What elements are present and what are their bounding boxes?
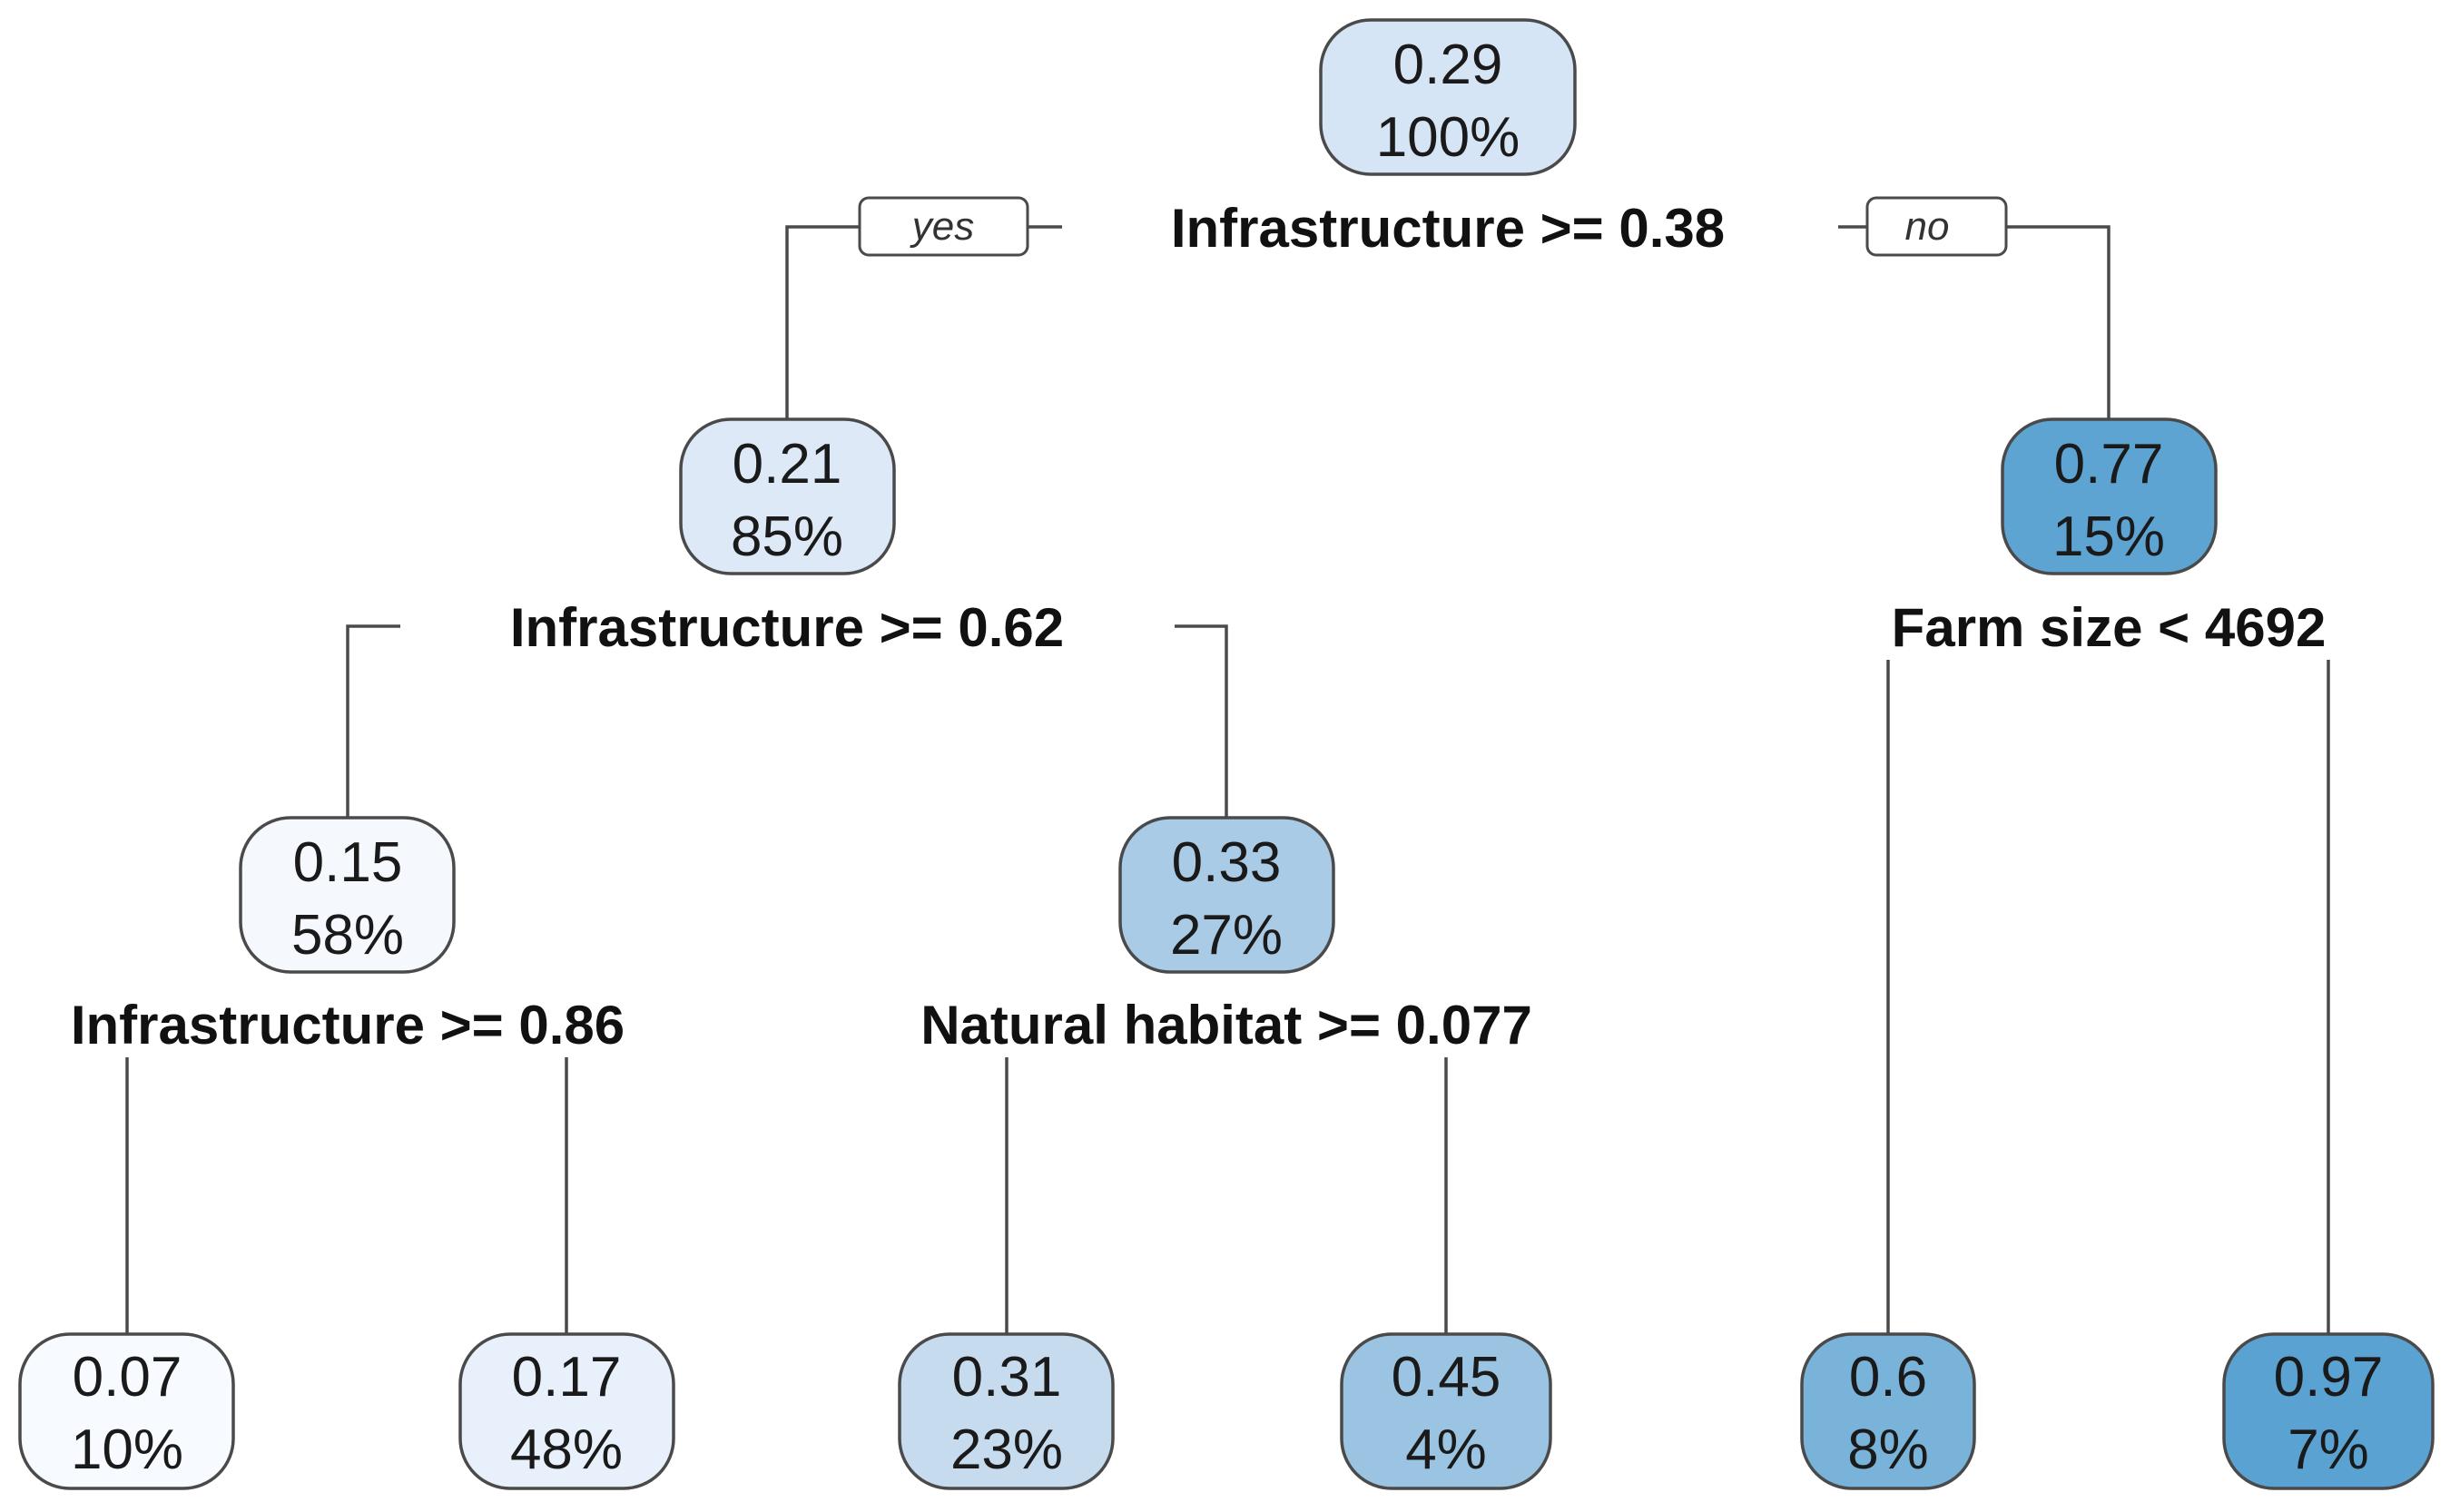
- tree-leaf-5: 0.6 8%: [1800, 1332, 1976, 1490]
- node-percent: 100%: [1376, 106, 1520, 169]
- leaf-percent: 7%: [2288, 1419, 2369, 1481]
- edge-left-leftleft: [346, 624, 400, 818]
- tree-leaf-4: 0.45 4%: [1340, 1332, 1552, 1490]
- leaf-box-2: [458, 1332, 675, 1490]
- node-box-left-right: [1118, 816, 1335, 974]
- tree-leaf-6: 0.97 7%: [2222, 1332, 2435, 1490]
- node-box-root: [1319, 18, 1577, 176]
- split-label-root: Infrastructure >= 0.38: [1171, 198, 1725, 259]
- leaf-box-4: [1340, 1332, 1552, 1490]
- leaf-percent: 10%: [71, 1419, 183, 1481]
- split-label-left: Infrastructure >= 0.62: [510, 597, 1064, 658]
- node-value: 0.15: [293, 831, 403, 894]
- node-box-left-left: [239, 816, 456, 974]
- tree-edges: [125, 225, 2330, 1334]
- leaf-percent: 8%: [1847, 1419, 1929, 1481]
- node-value: 0.29: [1393, 34, 1503, 96]
- leaf-value: 0.07: [73, 1346, 182, 1409]
- split-label-right: Farm size < 4692: [1892, 597, 2327, 658]
- node-percent: 15%: [2052, 506, 2165, 568]
- leaf-box-6: [2222, 1332, 2435, 1490]
- node-value: 0.77: [2054, 433, 2164, 496]
- leaf-value: 0.31: [952, 1346, 1062, 1409]
- edge-left-leftright: [1175, 624, 1228, 818]
- no-label: no: [1905, 204, 1950, 249]
- node-value: 0.33: [1172, 831, 1282, 894]
- tree-leaf-2: 0.17 48%: [458, 1332, 675, 1490]
- leaf-box-1: [18, 1332, 235, 1490]
- leaf-box-3: [898, 1332, 1115, 1490]
- split-label-left-right: Natural habitat >= 0.077: [920, 995, 1532, 1055]
- tree-node-left-left: 0.15 58%: [239, 816, 456, 974]
- leaf-value: 0.17: [512, 1346, 622, 1409]
- edge-root-right: [2006, 225, 2111, 419]
- node-value: 0.21: [733, 433, 842, 496]
- leaf-box-5: [1800, 1332, 1976, 1490]
- yes-branch-tag: yes: [858, 196, 1029, 257]
- leaf-percent: 23%: [950, 1419, 1063, 1481]
- node-percent: 58%: [291, 904, 404, 967]
- tree-leaf-1: 0.07 10%: [18, 1332, 235, 1490]
- tree-node-left-right: 0.33 27%: [1118, 816, 1335, 974]
- tree-node-root: 0.29 100%: [1319, 18, 1577, 176]
- node-percent: 85%: [731, 506, 843, 568]
- leaf-value: 0.45: [1392, 1346, 1501, 1409]
- node-box-right: [2001, 417, 2218, 575]
- edge-root-left: [785, 225, 860, 419]
- node-box-left: [679, 417, 896, 575]
- leaf-percent: 48%: [510, 1419, 623, 1481]
- node-percent: 27%: [1170, 904, 1283, 967]
- tree-node-left: 0.21 85%: [679, 417, 896, 575]
- no-branch-tag: no: [1865, 196, 2008, 257]
- leaf-value: 0.6: [1849, 1346, 1927, 1409]
- yes-label: yes: [910, 204, 974, 249]
- tree-leaf-3: 0.31 23%: [898, 1332, 1115, 1490]
- split-label-left-left: Infrastructure >= 0.86: [71, 995, 625, 1055]
- leaf-percent: 4%: [1405, 1419, 1487, 1481]
- leaf-value: 0.97: [2274, 1346, 2384, 1409]
- tree-node-right: 0.77 15%: [2001, 417, 2218, 575]
